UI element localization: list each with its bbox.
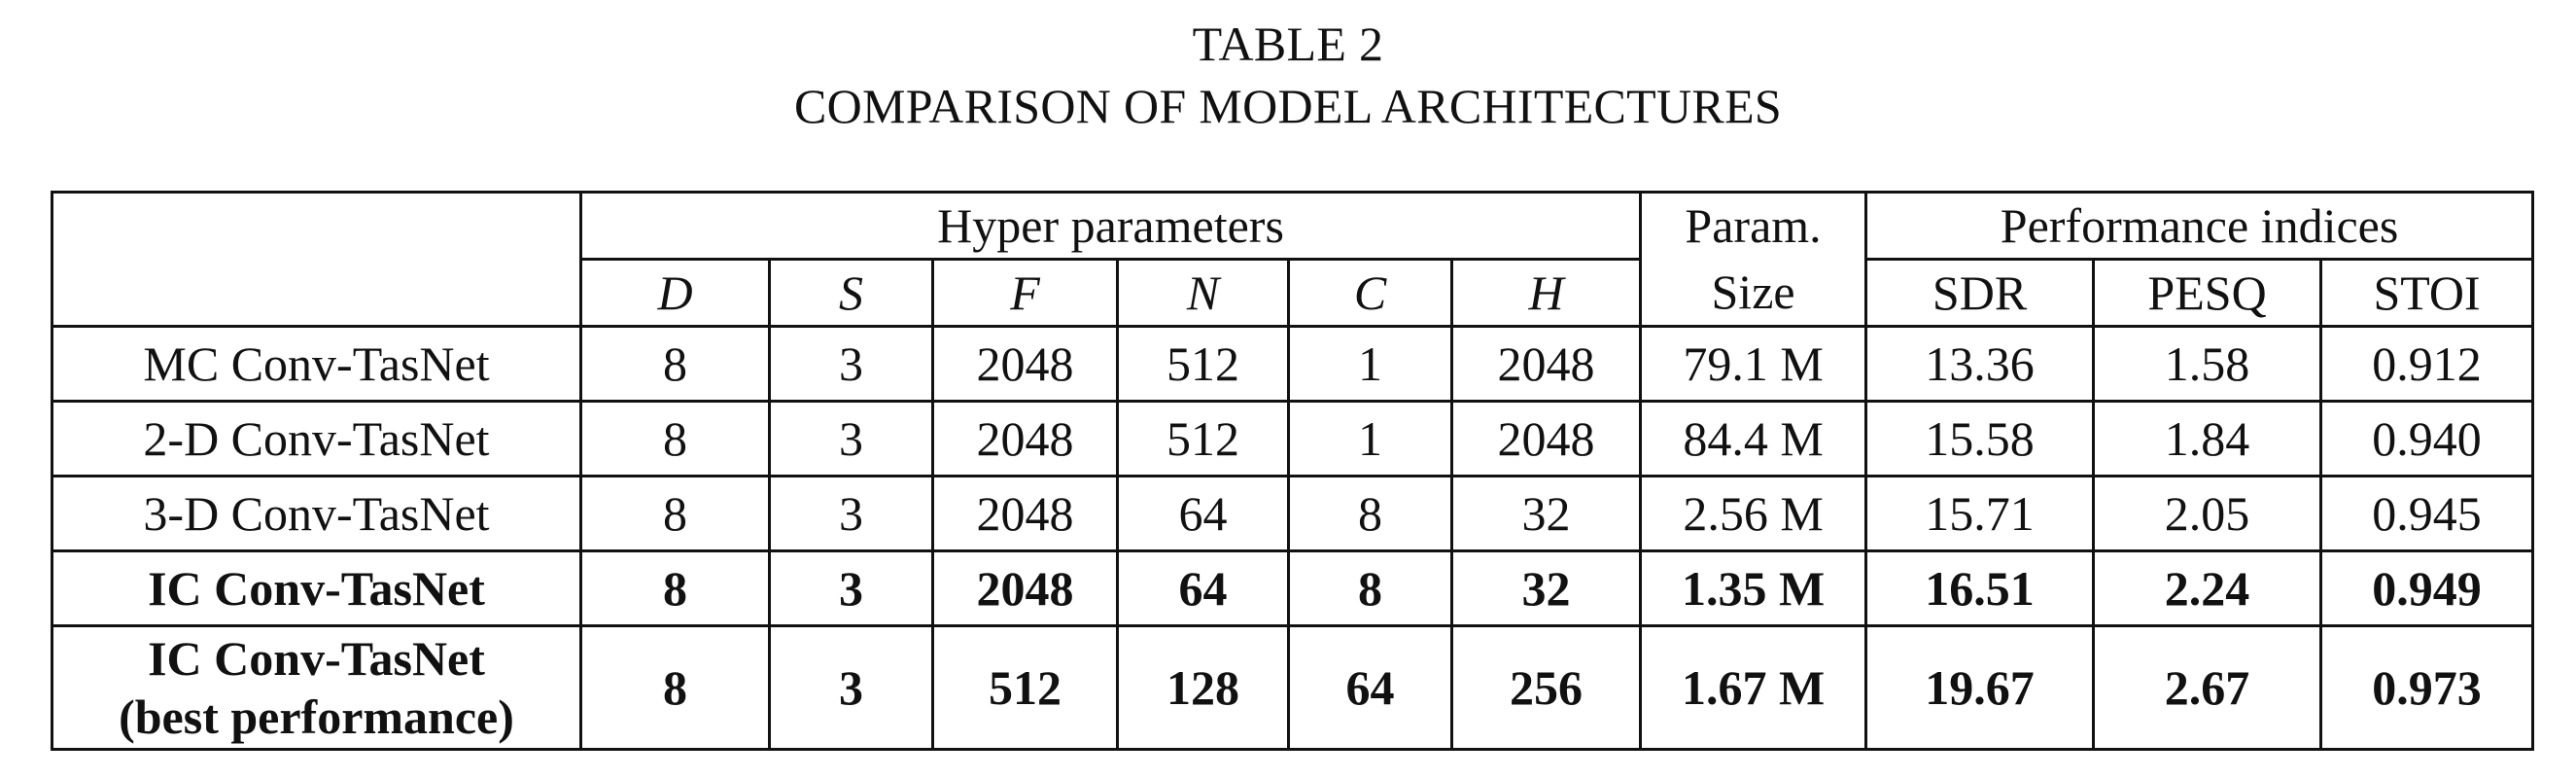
cell-d: 8 <box>579 325 771 403</box>
col-header-h: H <box>1449 258 1643 328</box>
table-row: IC Conv-TasNet 8 3 2048 64 8 32 1.35 M 1… <box>51 549 2535 627</box>
cell-param-size: 2.56 M <box>1639 475 1868 552</box>
cell-f: 512 <box>931 624 1119 751</box>
cell-stoi: 0.945 <box>2319 475 2535 552</box>
cell-h: 256 <box>1449 624 1643 751</box>
cell-param-size: 1.67 M <box>1639 624 1868 751</box>
param-size-header-top: Param. <box>1639 191 1868 260</box>
cell-n: 64 <box>1116 475 1290 552</box>
model-name: 2-D Conv-TasNet <box>51 400 582 477</box>
cell-h: 2048 <box>1449 325 1643 403</box>
model-header-cell-lower <box>51 259 582 328</box>
table-title: COMPARISON OF MODEL ARCHITECTURES <box>793 79 1783 133</box>
model-name: 3-D Conv-TasNet <box>51 475 582 552</box>
cell-sdr: 15.58 <box>1864 400 2096 477</box>
cell-d: 8 <box>579 475 771 552</box>
cell-stoi: 0.973 <box>2319 624 2535 751</box>
cell-pesq: 2.24 <box>2092 549 2323 627</box>
col-header-stoi: STOI <box>2319 258 2535 328</box>
col-header-sdr: SDR <box>1864 258 2096 328</box>
cell-h: 32 <box>1449 549 1643 627</box>
cell-sdr: 19.67 <box>1864 624 2096 751</box>
model-name-line2: (best performance) <box>119 690 514 744</box>
cell-c: 1 <box>1287 400 1453 477</box>
cell-c: 1 <box>1287 325 1453 403</box>
cell-stoi: 0.949 <box>2319 549 2535 627</box>
cell-sdr: 13.36 <box>1864 325 2096 403</box>
cell-n: 128 <box>1116 624 1290 751</box>
cell-f: 2048 <box>931 475 1119 552</box>
cell-c: 8 <box>1287 549 1453 627</box>
cell-s: 3 <box>768 325 934 403</box>
col-header-d: D <box>579 258 771 328</box>
header-group-row: Hyper parameters Param. Performance indi… <box>51 191 2535 261</box>
cell-param-size: 79.1 M <box>1639 325 1868 403</box>
cell-f: 2048 <box>931 325 1119 403</box>
cell-stoi: 0.940 <box>2319 400 2535 477</box>
col-header-n: N <box>1116 258 1290 328</box>
cell-sdr: 15.71 <box>1864 475 2096 552</box>
cell-f: 2048 <box>931 400 1119 477</box>
model-name-line1: IC Conv-TasNet <box>148 631 485 686</box>
cell-param-size: 84.4 M <box>1639 400 1868 477</box>
table-number: TABLE 2 <box>1192 17 1384 71</box>
col-header-c: C <box>1287 258 1453 328</box>
cell-s: 3 <box>768 549 934 627</box>
cell-n: 512 <box>1116 325 1290 403</box>
cell-n: 512 <box>1116 400 1290 477</box>
model-header-cell <box>51 191 582 260</box>
cell-pesq: 1.58 <box>2092 325 2323 403</box>
table-row: MC Conv-TasNet 8 3 2048 512 1 2048 79.1 … <box>51 325 2535 403</box>
cell-s: 3 <box>768 475 934 552</box>
cell-d: 8 <box>579 400 771 477</box>
cell-sdr: 16.51 <box>1864 549 2096 627</box>
param-size-header-bottom: Size <box>1639 259 1868 328</box>
cell-stoi: 0.912 <box>2319 325 2535 403</box>
table-row: 2-D Conv-TasNet 8 3 2048 512 1 2048 84.4… <box>51 400 2535 477</box>
cell-s: 3 <box>768 624 934 751</box>
cell-f: 2048 <box>931 549 1119 627</box>
cell-d: 8 <box>579 624 771 751</box>
table-row: IC Conv-TasNet (best performance) 8 3 51… <box>51 624 2535 751</box>
performance-indices-header: Performance indices <box>1864 191 2535 261</box>
model-name: MC Conv-TasNet <box>51 325 582 403</box>
cell-n: 64 <box>1116 549 1290 627</box>
cell-h: 32 <box>1449 475 1643 552</box>
col-header-f: F <box>931 258 1119 328</box>
cell-s: 3 <box>768 400 934 477</box>
model-name: IC Conv-TasNet (best performance) <box>51 624 582 751</box>
header-column-row: D S F N C H Size SDR PESQ STOI <box>51 258 2535 328</box>
cell-d: 8 <box>579 549 771 627</box>
architecture-comparison-table: Hyper parameters Param. Performance indi… <box>51 191 2535 751</box>
cell-pesq: 1.84 <box>2092 400 2323 477</box>
cell-c: 64 <box>1287 624 1453 751</box>
cell-pesq: 2.67 <box>2092 624 2323 751</box>
hyper-parameters-header: Hyper parameters <box>578 191 1643 261</box>
cell-c: 8 <box>1287 475 1453 552</box>
cell-param-size: 1.35 M <box>1639 549 1868 627</box>
cell-h: 2048 <box>1449 400 1643 477</box>
model-name: IC Conv-TasNet <box>51 549 582 627</box>
col-header-s: S <box>768 258 934 328</box>
table-row: 3-D Conv-TasNet 8 3 2048 64 8 32 2.56 M … <box>51 475 2535 552</box>
cell-pesq: 2.05 <box>2092 475 2323 552</box>
col-header-pesq: PESQ <box>2092 258 2323 328</box>
